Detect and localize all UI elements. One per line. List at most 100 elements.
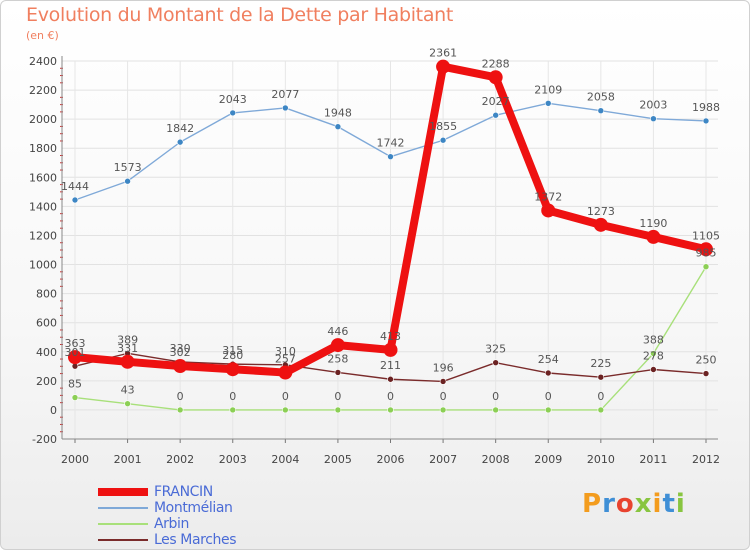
y-tick-label: 2200 [29, 84, 57, 97]
data-label: 0 [229, 390, 236, 403]
y-tick-label: 800 [36, 288, 57, 301]
data-point [492, 111, 499, 119]
data-point [173, 359, 188, 374]
data-point [176, 406, 184, 414]
data-label: 2043 [219, 93, 247, 106]
x-tick-label: 2000 [61, 453, 89, 466]
data-point [439, 378, 447, 385]
data-point [593, 217, 608, 232]
data-label: 278 [643, 350, 664, 363]
data-point [544, 369, 552, 377]
data-label: 258 [327, 352, 348, 365]
y-tick-label: 200 [36, 375, 57, 388]
data-point [544, 100, 552, 107]
data-point [439, 406, 447, 414]
logo-letter: P [582, 489, 603, 519]
data-label: 1988 [692, 101, 720, 114]
data-point [229, 109, 237, 117]
data-label: 0 [387, 390, 394, 403]
logo-letter: i [652, 489, 663, 519]
data-label: 0 [492, 390, 499, 403]
data-label: 225 [590, 357, 611, 370]
data-point [646, 229, 661, 244]
legend-swatch [98, 523, 148, 525]
data-point [387, 406, 394, 414]
legend-item: Arbin [98, 516, 318, 532]
data-point [387, 375, 394, 383]
data-label: 1273 [587, 205, 615, 218]
data-label: 2288 [482, 57, 510, 70]
data-label: 1190 [639, 217, 667, 230]
data-label: 43 [121, 384, 135, 397]
data-label: 1105 [692, 229, 720, 242]
data-label: 280 [222, 349, 243, 362]
data-label: 389 [117, 333, 138, 346]
data-point [334, 369, 342, 376]
x-tick-label: 2011 [639, 453, 667, 466]
data-point [120, 354, 135, 369]
data-point [597, 406, 605, 414]
data-point [702, 370, 710, 377]
data-label: 254 [538, 353, 559, 366]
y-tick-label: 1200 [29, 229, 57, 242]
data-point [383, 342, 398, 357]
data-label: 1948 [324, 107, 352, 120]
data-label: 0 [545, 390, 552, 403]
y-tick-label: 1000 [29, 259, 57, 272]
x-tick-label: 2006 [377, 453, 405, 466]
data-label: 257 [275, 353, 296, 366]
logo-letter: r [602, 489, 616, 519]
data-label: 1444 [61, 180, 89, 193]
x-tick-label: 2003 [219, 453, 247, 466]
legend-item: Montmélian [98, 500, 318, 516]
x-tick-label: 2001 [114, 453, 142, 466]
data-label: 302 [170, 346, 191, 359]
data-label: 325 [485, 343, 506, 356]
x-tick-label: 2007 [429, 453, 457, 466]
data-label: 363 [65, 337, 86, 350]
data-label: 1742 [377, 137, 405, 150]
data-label: 310 [275, 345, 296, 358]
data-label: 1573 [114, 161, 142, 174]
data-label: 1372 [534, 190, 562, 203]
x-tick-label: 2005 [324, 453, 352, 466]
data-point [702, 263, 710, 271]
x-tick-label: 2002 [166, 453, 194, 466]
data-point [436, 59, 451, 74]
data-point [544, 406, 552, 414]
y-tick-label: 600 [36, 317, 57, 330]
data-label: 1855 [429, 120, 457, 133]
data-label: 1842 [166, 122, 194, 135]
data-label: 0 [177, 390, 184, 403]
data-label: 330 [170, 342, 191, 355]
data-label: 85 [68, 378, 82, 391]
data-label: 196 [433, 361, 454, 374]
data-point [71, 196, 79, 204]
data-point [650, 350, 657, 357]
data-point [124, 400, 131, 407]
data-label: 2058 [587, 91, 615, 104]
y-tick-label: 400 [36, 346, 57, 359]
logo-letter: i [675, 489, 686, 519]
y-tick-label: 1800 [29, 142, 57, 155]
data-label: 2361 [429, 47, 457, 60]
data-label: 0 [282, 390, 289, 403]
x-tick-label: 2008 [482, 453, 510, 466]
chart-subtitle: (en €) [26, 29, 59, 42]
data-point [68, 350, 82, 365]
data-point [330, 338, 345, 353]
data-label: 301 [65, 346, 86, 359]
data-point [699, 242, 713, 257]
logo-letter: o [615, 489, 635, 519]
data-label: 0 [597, 390, 604, 403]
legend-label: Arbin [154, 516, 189, 532]
data-label: 250 [696, 354, 717, 367]
data-point [334, 123, 342, 131]
data-point [597, 373, 605, 381]
legend-label: FRANCIN [154, 484, 213, 500]
y-tick-label: 2000 [29, 113, 57, 126]
data-point [334, 406, 342, 414]
data-label: 0 [440, 390, 447, 403]
data-point [439, 136, 447, 144]
